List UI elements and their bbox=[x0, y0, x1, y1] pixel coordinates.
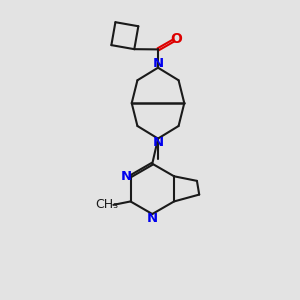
Text: N: N bbox=[147, 212, 158, 225]
Text: O: O bbox=[170, 32, 182, 46]
Text: CH₃: CH₃ bbox=[95, 198, 119, 212]
Text: N: N bbox=[152, 57, 164, 70]
Text: N: N bbox=[152, 136, 164, 149]
Text: N: N bbox=[121, 170, 132, 183]
